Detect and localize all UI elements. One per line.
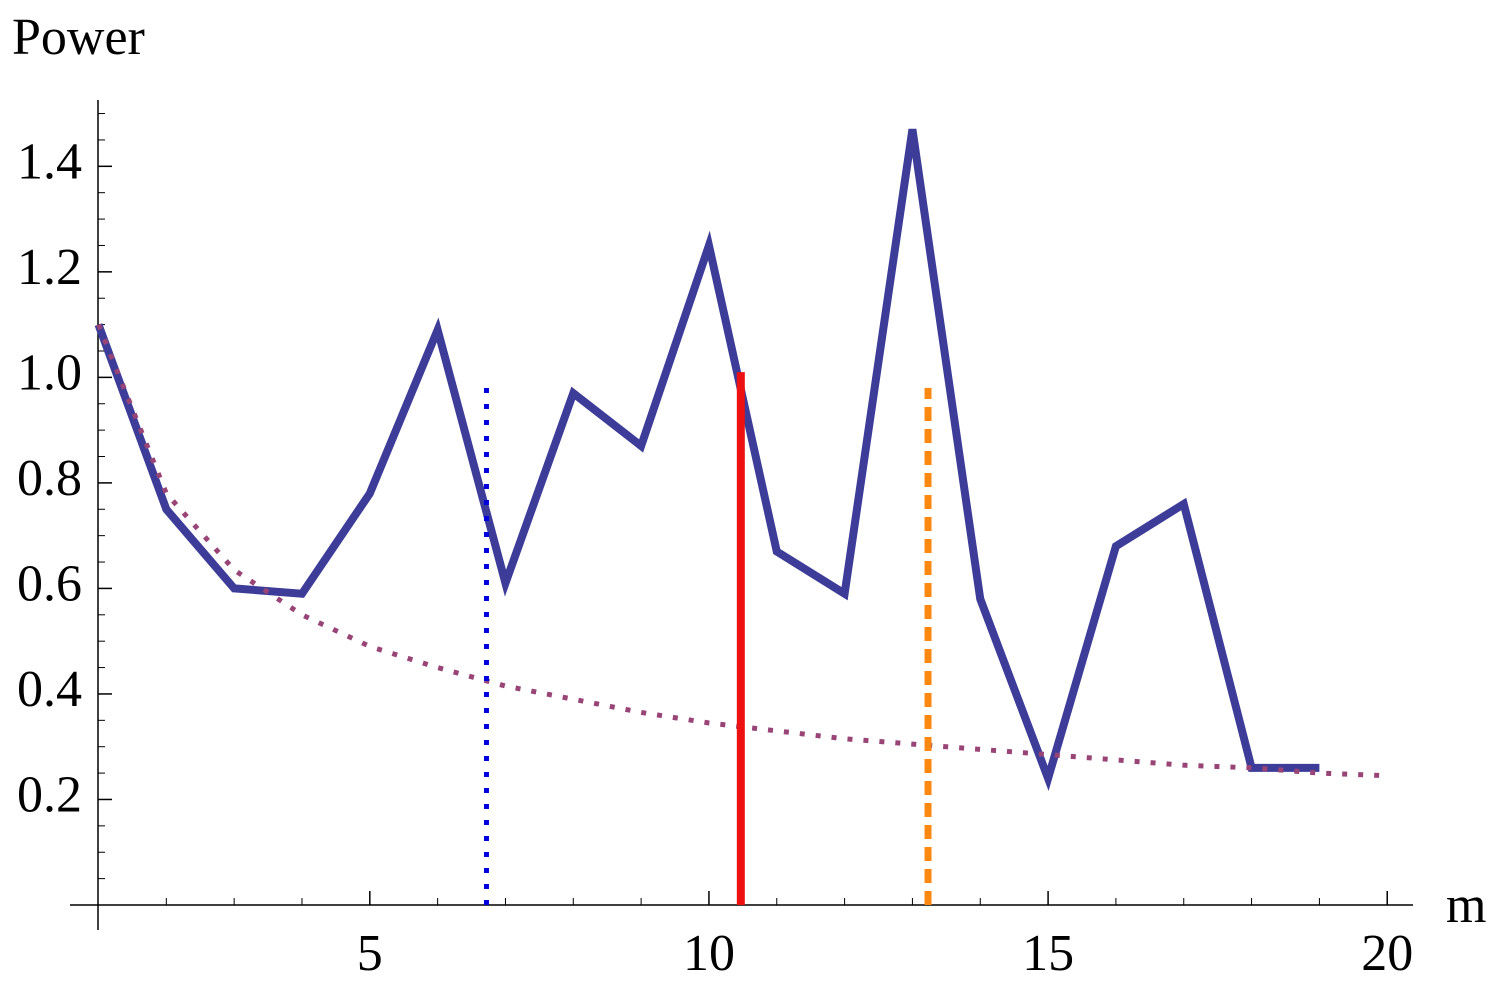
x-tick-label: 15 <box>1022 925 1074 982</box>
x-tick-label: 5 <box>357 925 383 982</box>
x-axis-label: m <box>1446 877 1486 934</box>
x-tick-label: 10 <box>683 925 735 982</box>
y-tick-label: 0.6 <box>17 555 82 612</box>
y-axis-label: Power <box>12 9 145 66</box>
y-tick-label: 1.4 <box>17 133 82 190</box>
y-tick-label: 1.2 <box>17 239 82 296</box>
y-tick-label: 0.4 <box>17 661 82 718</box>
y-tick-label: 0.8 <box>17 450 82 507</box>
y-tick-label: 1.0 <box>17 344 82 401</box>
x-tick-label: 20 <box>1361 925 1413 982</box>
y-tick-label: 0.2 <box>17 766 82 823</box>
series-line <box>94 128 1320 791</box>
